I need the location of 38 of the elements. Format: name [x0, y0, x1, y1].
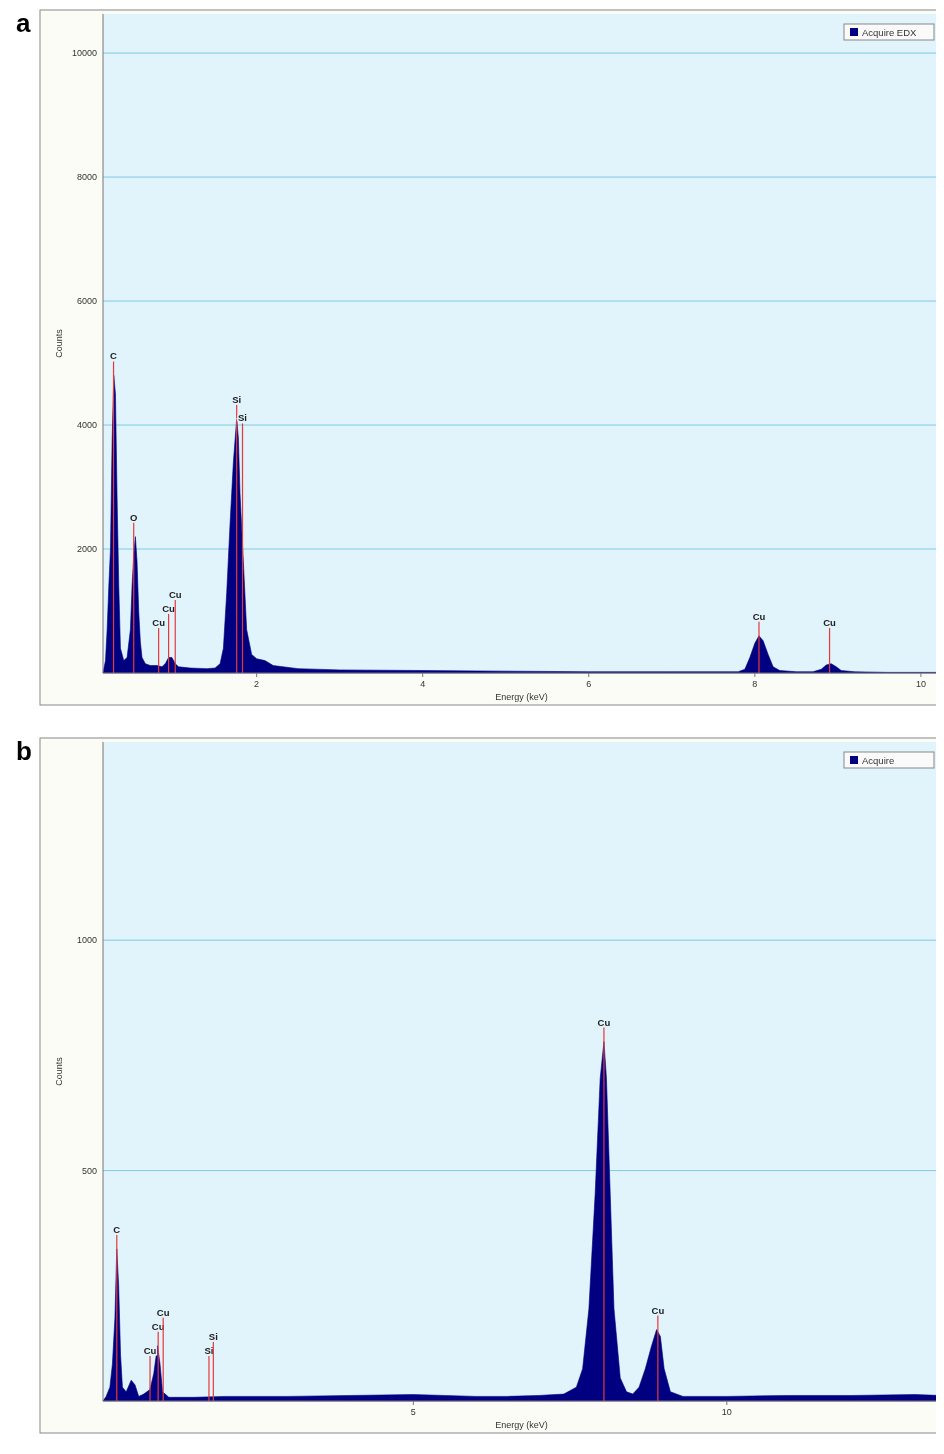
ref-line-label: Si	[204, 1345, 214, 1356]
x-axis-title: Energy (keV)	[495, 1420, 548, 1430]
legend-label: Acquire	[862, 755, 895, 766]
y-axis-title: Counts	[54, 1056, 64, 1086]
x-tick-label: 10	[721, 1407, 732, 1417]
x-tick-label: 8	[752, 679, 758, 689]
ref-line-label: Cu	[168, 589, 182, 600]
y-tick-label: 2000	[76, 544, 97, 555]
ref-line-label: Cu	[823, 617, 837, 628]
ref-line-label: Si	[208, 1331, 218, 1342]
chart-title: b	[16, 736, 32, 766]
legend-label: Acquire EDX	[862, 27, 918, 38]
y-axis-title: Counts	[54, 328, 64, 358]
y-tick-label: 1000	[76, 935, 97, 946]
ref-line-label: Cu	[752, 610, 766, 622]
chart-title: a	[16, 8, 31, 38]
ref-line-label: Cu	[651, 1304, 665, 1316]
y-tick-label: 6000	[76, 296, 97, 307]
ref-line-label: C	[110, 350, 118, 362]
y-tick-label: 10000	[71, 48, 97, 59]
x-tick-label: 2	[254, 679, 260, 689]
x-tick-label: 10	[915, 679, 926, 689]
ref-line-label: Cu	[143, 1345, 157, 1356]
x-axis-title: Energy (keV)	[495, 692, 548, 702]
ref-line-label: C	[113, 1223, 121, 1235]
y-tick-label: 8000	[76, 172, 97, 183]
x-tick-label: 5	[410, 1407, 416, 1417]
y-tick-label: 4000	[76, 420, 97, 431]
ref-line-label: Si	[238, 412, 247, 424]
ref-line-label: Si	[232, 393, 242, 405]
y-tick-label: 500	[81, 1165, 97, 1176]
ref-line-label: Cu	[156, 1306, 170, 1318]
ref-line-label: Cu	[162, 603, 176, 614]
ref-line-label: Cu	[597, 1016, 611, 1028]
ref-line-label: Cu	[152, 617, 166, 628]
x-tick-label: 6	[586, 679, 592, 689]
x-tick-label: 4	[420, 679, 426, 689]
ref-line-label: O	[130, 511, 138, 523]
